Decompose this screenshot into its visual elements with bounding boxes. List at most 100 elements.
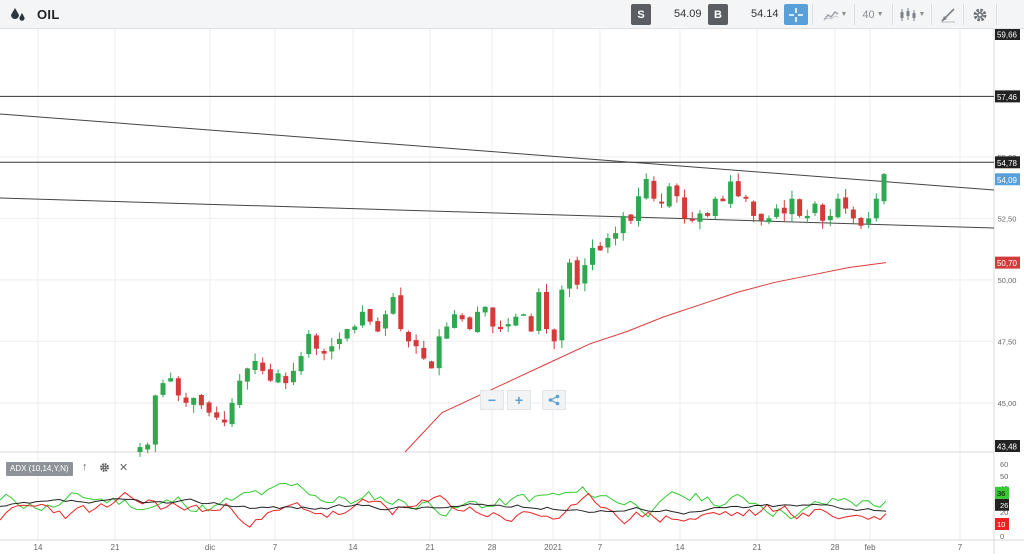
- candle-body: [168, 378, 174, 382]
- indicator-tick-label: 26: [1000, 501, 1008, 510]
- moving-average-line: [404, 262, 887, 453]
- adx-line: [0, 498, 887, 515]
- candle-body: [467, 317, 473, 330]
- candle-body: [720, 198, 726, 202]
- price-tick-label: 57,46: [997, 93, 1018, 102]
- candle-body: [728, 181, 734, 204]
- indicator-value-box: [995, 486, 1009, 499]
- time-tick-label: 14: [349, 543, 358, 552]
- candle-body: [290, 370, 296, 383]
- candle-body: [175, 378, 181, 396]
- candle-body: [858, 217, 864, 226]
- candle-body: [873, 198, 879, 219]
- price-tick-label: 54,09: [997, 176, 1018, 185]
- chart-grid: [0, 29, 1024, 554]
- candle-body: [444, 326, 450, 339]
- time-tick-label: 7: [958, 543, 963, 552]
- candle-body: [306, 333, 312, 355]
- candle-body: [590, 247, 596, 265]
- candle-body: [521, 314, 527, 316]
- move-up-button[interactable]: ↑: [82, 461, 88, 473]
- buy-price[interactable]: 54.14: [751, 8, 779, 20]
- price-tick-label: 43,48: [997, 443, 1018, 452]
- candle-body: [743, 196, 749, 199]
- candle-body: [705, 213, 711, 216]
- candle-body: [321, 350, 327, 354]
- moving-average: [404, 262, 887, 453]
- candle-body: [160, 383, 166, 395]
- candle-body: [613, 233, 619, 239]
- time-tick-label: 7: [598, 543, 603, 552]
- candle-body: [843, 197, 849, 209]
- price-label-box: [995, 256, 1020, 269]
- sell-price[interactable]: 54.09: [674, 8, 702, 20]
- close-indicator-button[interactable]: ✕: [119, 462, 129, 474]
- top-toolbar: OIL S 54.09 B 54.14 ▼ 40 ▼: [0, 0, 1024, 29]
- price-chart[interactable]: 60504026201003610 59,6657,4655,0054,7854…: [0, 29, 1024, 554]
- candle-body: [551, 329, 557, 342]
- candle-body: [804, 215, 810, 219]
- chevron-down-icon: ▼: [840, 11, 848, 18]
- candle-body: [513, 316, 519, 326]
- drawing-tools-button[interactable]: [937, 4, 959, 25]
- candle-body: [536, 292, 542, 331]
- candle-body: [206, 402, 212, 413]
- time-tick-label: 28: [831, 543, 840, 552]
- time-axis: 14 21 dic 7 14 21 28 2021 7 14 21 28 feb 7: [34, 543, 963, 552]
- candle-body: [329, 346, 335, 352]
- candle-body: [666, 186, 672, 207]
- time-tick-label: 28: [488, 543, 497, 552]
- chevron-down-icon: ▼: [876, 11, 884, 18]
- zoom-out-button[interactable]: −: [480, 390, 504, 410]
- indicator-label[interactable]: ADX (10,14,Y,N): [6, 462, 73, 476]
- share-icon: [548, 394, 560, 406]
- candle-body: [620, 215, 626, 234]
- candle-body: [835, 198, 841, 218]
- candle-body: [145, 444, 151, 450]
- candle-body: [812, 203, 818, 214]
- time-tick-label: 21: [753, 543, 762, 552]
- buy-badge[interactable]: B: [708, 4, 728, 25]
- candle-body: [490, 307, 496, 327]
- price-tick-label: 52,50: [998, 214, 1017, 223]
- timeframe-selector[interactable]: 40 ▼: [860, 4, 886, 25]
- candle-body: [850, 209, 856, 219]
- candle-body: [221, 419, 227, 423]
- trend-lines[interactable]: [0, 95, 995, 229]
- candlestick-icon: [900, 7, 916, 21]
- time-tick-label: 14: [676, 543, 685, 552]
- di-minus-line: [0, 491, 887, 528]
- indicator-value-box: [995, 518, 1009, 530]
- candle-body: [413, 340, 419, 347]
- price-tick-label: 45,00: [998, 399, 1017, 408]
- zoom-in-button[interactable]: +: [507, 390, 531, 410]
- candle-body: [359, 311, 365, 326]
- price-label-box: [995, 173, 1020, 186]
- crosshair-button[interactable]: [784, 4, 808, 25]
- candle-body: [298, 356, 304, 372]
- chart-type-button[interactable]: ▼: [820, 4, 850, 25]
- candle-body: [643, 179, 649, 199]
- candle-body: [352, 326, 358, 330]
- candle-body: [344, 329, 350, 339]
- candle-body: [474, 311, 480, 333]
- candle-type-button[interactable]: ▼: [898, 4, 926, 25]
- candle-body: [559, 289, 565, 341]
- settings-button[interactable]: [969, 4, 991, 25]
- time-tick-label: 21: [426, 543, 435, 552]
- candle-body: [336, 338, 342, 345]
- candle-body: [275, 373, 281, 383]
- candle-body: [689, 219, 695, 221]
- candlesticks: [137, 172, 887, 457]
- candle-body: [751, 201, 757, 216]
- candle-body: [582, 265, 588, 284]
- candle-body: [636, 196, 642, 222]
- candle-body: [574, 260, 580, 285]
- candle-body: [735, 181, 741, 197]
- indicator-settings-button[interactable]: [99, 461, 110, 476]
- share-button[interactable]: [542, 390, 566, 410]
- chevron-down-icon: ▼: [918, 11, 926, 18]
- indicator-tick-label: 50: [1000, 472, 1008, 481]
- sell-badge[interactable]: S: [631, 4, 651, 25]
- candle-body: [482, 306, 488, 313]
